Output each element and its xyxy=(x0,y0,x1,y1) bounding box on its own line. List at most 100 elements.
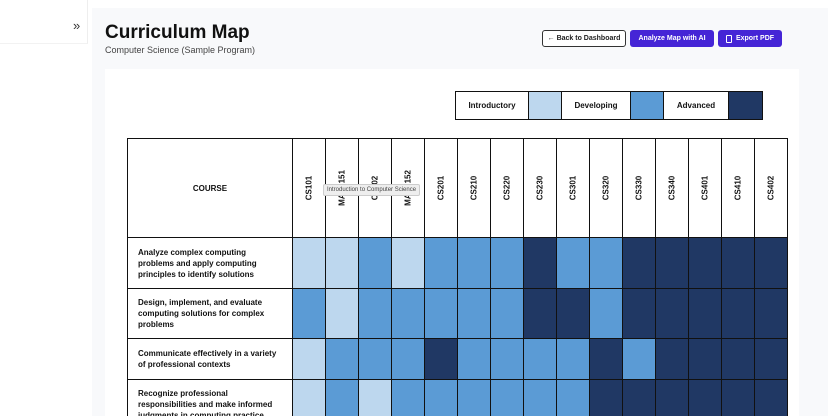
level-cell[interactable] xyxy=(292,237,326,289)
level-cell[interactable] xyxy=(358,379,392,416)
level-cell[interactable] xyxy=(754,379,788,416)
level-cell[interactable] xyxy=(688,237,722,289)
level-cell[interactable] xyxy=(391,379,425,416)
level-cell[interactable] xyxy=(589,338,623,380)
level-cell[interactable] xyxy=(655,379,689,416)
course-code: CS230 xyxy=(535,175,545,201)
level-cell[interactable] xyxy=(358,237,392,289)
level-cell[interactable] xyxy=(556,338,590,380)
level-cell[interactable] xyxy=(754,288,788,339)
level-cell[interactable] xyxy=(655,237,689,289)
course-column-header[interactable]: CS220 xyxy=(490,138,524,238)
course-column-header[interactable]: CS230 xyxy=(523,138,557,238)
level-cell[interactable] xyxy=(556,288,590,339)
file-icon xyxy=(725,34,732,43)
back-label: ← Back to Dashboard xyxy=(547,35,621,42)
course-code: CS101 xyxy=(304,175,314,201)
outcome-label: Analyze complex computing problems and a… xyxy=(127,237,293,289)
level-cell[interactable] xyxy=(292,379,326,416)
course-column-header[interactable]: CS410 xyxy=(721,138,755,238)
legend-label: Advanced xyxy=(664,92,729,119)
level-cell[interactable] xyxy=(754,338,788,380)
course-code: CS320 xyxy=(601,175,611,201)
level-cell[interactable] xyxy=(622,237,656,289)
course-code: CS201 xyxy=(436,175,446,201)
level-cell[interactable] xyxy=(292,288,326,339)
level-cell[interactable] xyxy=(721,237,755,289)
table-row: Communicate effectively in a variety of … xyxy=(127,338,788,380)
level-cell[interactable] xyxy=(556,379,590,416)
legend-swatch xyxy=(529,92,562,119)
level-cell[interactable] xyxy=(325,338,359,380)
course-column-header[interactable]: CS210 xyxy=(457,138,491,238)
course-column-header[interactable]: CS101 xyxy=(292,138,326,238)
level-cell[interactable] xyxy=(523,338,557,380)
analyze-map-button[interactable]: Analyze Map with AI xyxy=(630,30,714,47)
course-column-header[interactable]: CS402 xyxy=(754,138,788,238)
level-cell[interactable] xyxy=(556,237,590,289)
level-cell[interactable] xyxy=(424,288,458,339)
level-cell[interactable] xyxy=(490,379,524,416)
level-cell[interactable] xyxy=(325,379,359,416)
table-row: Recognize professional responsibilities … xyxy=(127,379,788,416)
level-cell[interactable] xyxy=(490,338,524,380)
level-cell[interactable] xyxy=(589,288,623,339)
level-cell[interactable] xyxy=(688,379,722,416)
level-cell[interactable] xyxy=(721,379,755,416)
level-cell[interactable] xyxy=(457,338,491,380)
course-column-header[interactable]: CS330 xyxy=(622,138,656,238)
level-cell[interactable] xyxy=(424,379,458,416)
level-cell[interactable] xyxy=(523,379,557,416)
level-cell[interactable] xyxy=(490,288,524,339)
level-cell[interactable] xyxy=(721,338,755,380)
course-column-header[interactable]: CS301 xyxy=(556,138,590,238)
level-cell[interactable] xyxy=(589,237,623,289)
back-to-dashboard-button[interactable]: ← Back to Dashboard xyxy=(542,30,626,47)
level-cell[interactable] xyxy=(424,237,458,289)
level-cell[interactable] xyxy=(622,379,656,416)
course-code: CS330 xyxy=(634,175,644,201)
map-card: Introductory Developing Advanced COURSE CS1… xyxy=(105,69,799,416)
level-cell[interactable] xyxy=(457,237,491,289)
level-cell[interactable] xyxy=(622,338,656,380)
double-chevron-right-icon[interactable]: » xyxy=(73,18,81,33)
tooltip: Introduction to Computer Science xyxy=(323,184,421,196)
level-cell[interactable] xyxy=(688,288,722,339)
level-cell[interactable] xyxy=(325,288,359,339)
level-cell[interactable] xyxy=(754,237,788,289)
level-cell[interactable] xyxy=(391,237,425,289)
level-cell[interactable] xyxy=(721,288,755,339)
level-cell[interactable] xyxy=(358,288,392,339)
legend-label: Developing xyxy=(562,92,631,119)
level-cell[interactable] xyxy=(424,338,458,380)
export-pdf-button[interactable]: Export PDF xyxy=(718,30,782,47)
level-cell[interactable] xyxy=(457,379,491,416)
page-title: Curriculum Map xyxy=(105,22,250,43)
level-cell[interactable] xyxy=(391,288,425,339)
level-cell[interactable] xyxy=(523,288,557,339)
outcome-label: Communicate effectively in a variety of … xyxy=(127,338,293,380)
level-cell[interactable] xyxy=(655,288,689,339)
legend-swatch xyxy=(729,92,762,119)
level-cell[interactable] xyxy=(457,288,491,339)
course-column-header[interactable]: CS201 xyxy=(424,138,458,238)
outcome-label: Recognize professional responsibilities … xyxy=(127,379,293,416)
level-cell[interactable] xyxy=(325,237,359,289)
course-column-header[interactable]: CS340 xyxy=(655,138,689,238)
page-subtitle: Computer Science (Sample Program) xyxy=(105,45,256,55)
level-cell[interactable] xyxy=(589,379,623,416)
level-cell[interactable] xyxy=(622,288,656,339)
table-row: Design, implement, and evaluate computin… xyxy=(127,288,788,339)
course-column-header[interactable]: CS320 xyxy=(589,138,623,238)
export-label: Export PDF xyxy=(735,35,775,42)
level-cell[interactable] xyxy=(655,338,689,380)
level-cell[interactable] xyxy=(688,338,722,380)
level-cell[interactable] xyxy=(292,338,326,380)
level-cell[interactable] xyxy=(391,338,425,380)
level-cell[interactable] xyxy=(490,237,524,289)
course-column-header[interactable]: CS401 xyxy=(688,138,722,238)
level-cell[interactable] xyxy=(523,237,557,289)
table-row: Analyze complex computing problems and a… xyxy=(127,237,788,289)
level-cell[interactable] xyxy=(358,338,392,380)
outcome-label: Design, implement, and evaluate computin… xyxy=(127,288,293,339)
